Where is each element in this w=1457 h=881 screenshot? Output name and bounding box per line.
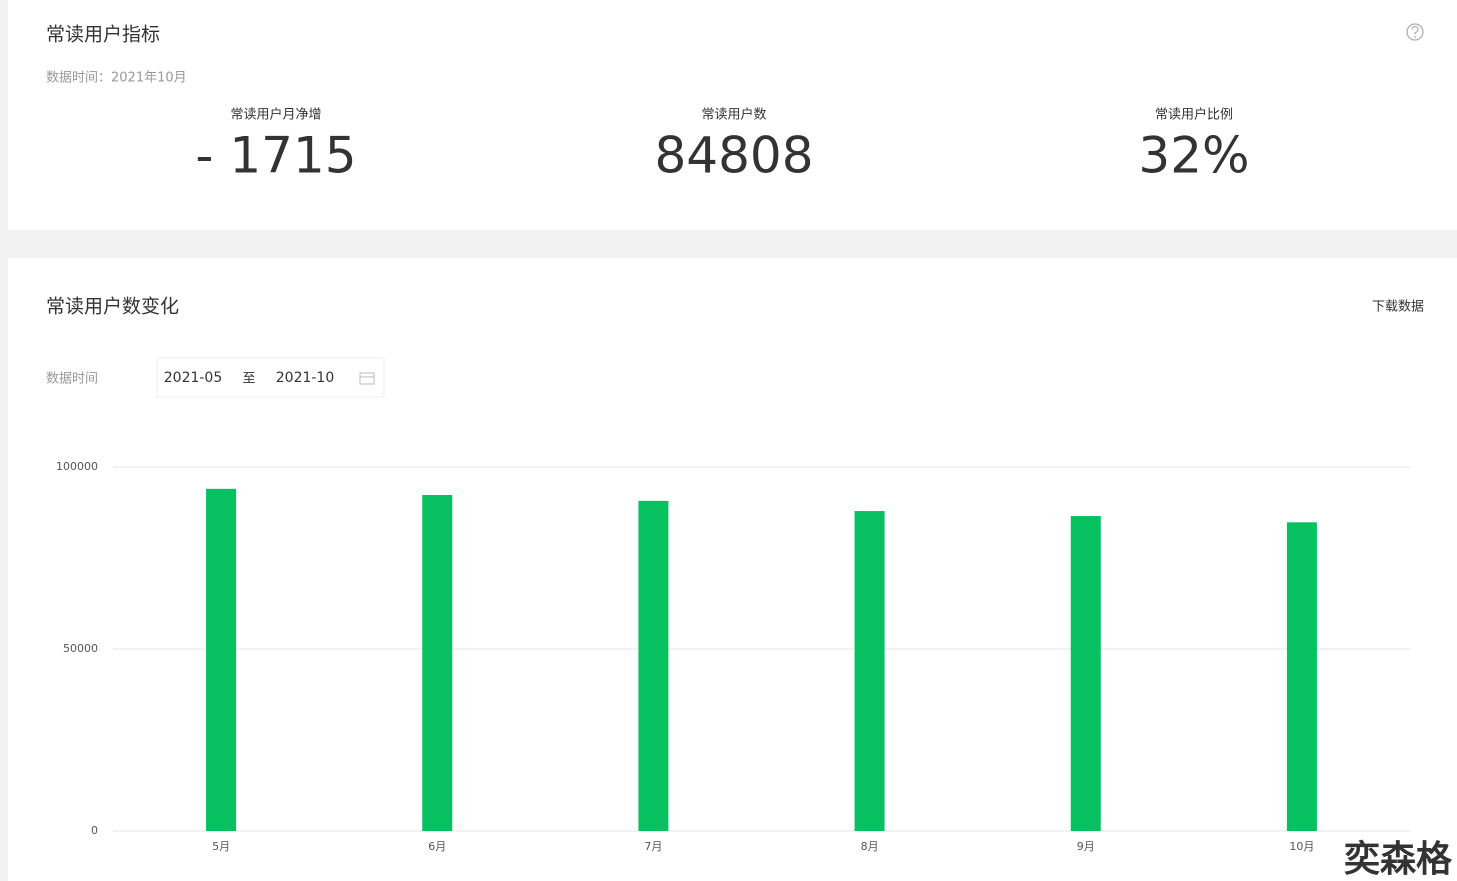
date-start: 2021-05 bbox=[164, 370, 223, 386]
y-tick-label: 0 bbox=[91, 824, 98, 837]
help-icon[interactable] bbox=[1406, 23, 1424, 41]
x-tick-label: 6月 bbox=[428, 840, 446, 853]
metric-value: - 1715 bbox=[195, 127, 356, 185]
download-link[interactable]: 下载数据 bbox=[1372, 300, 1424, 315]
metric-label: 常读用户月净增 bbox=[230, 107, 321, 123]
overview-card bbox=[8, 0, 1457, 230]
data-time: 数据时间：2021年10月 bbox=[46, 71, 187, 86]
y-tick-label: 100000 bbox=[56, 460, 98, 473]
bar bbox=[1070, 516, 1101, 831]
bar bbox=[638, 500, 669, 831]
x-tick-label: 9月 bbox=[1077, 840, 1095, 853]
bar bbox=[206, 488, 237, 831]
date-end: 2021-10 bbox=[276, 370, 335, 386]
date-label: 数据时间 bbox=[46, 372, 98, 387]
y-tick-label: 50000 bbox=[63, 642, 98, 655]
metric-value: 84808 bbox=[654, 127, 813, 185]
date-range-input[interactable] bbox=[156, 357, 385, 398]
x-tick-label: 10月 bbox=[1289, 840, 1314, 853]
card-title: 常读用户数变化 bbox=[46, 296, 179, 318]
metric-label: 常读用户比例 bbox=[1155, 107, 1233, 123]
metric-value: 32% bbox=[1138, 127, 1249, 185]
bar bbox=[422, 495, 453, 831]
bar bbox=[854, 511, 885, 831]
bar-chart: 0 50000 100000 5月 6月 7月 8月 9月 10月 bbox=[56, 460, 1410, 853]
bar bbox=[1286, 522, 1317, 831]
watermark: 奕森格 bbox=[1344, 838, 1453, 880]
x-tick-label: 8月 bbox=[861, 840, 879, 853]
card-title: 常读用户指标 bbox=[46, 24, 160, 46]
calendar-icon[interactable] bbox=[359, 372, 375, 385]
x-tick-label: 5月 bbox=[212, 840, 230, 853]
x-tick-label: 7月 bbox=[644, 840, 662, 853]
date-separator: 至 bbox=[242, 372, 255, 387]
metric-label: 常读用户数 bbox=[701, 107, 766, 123]
